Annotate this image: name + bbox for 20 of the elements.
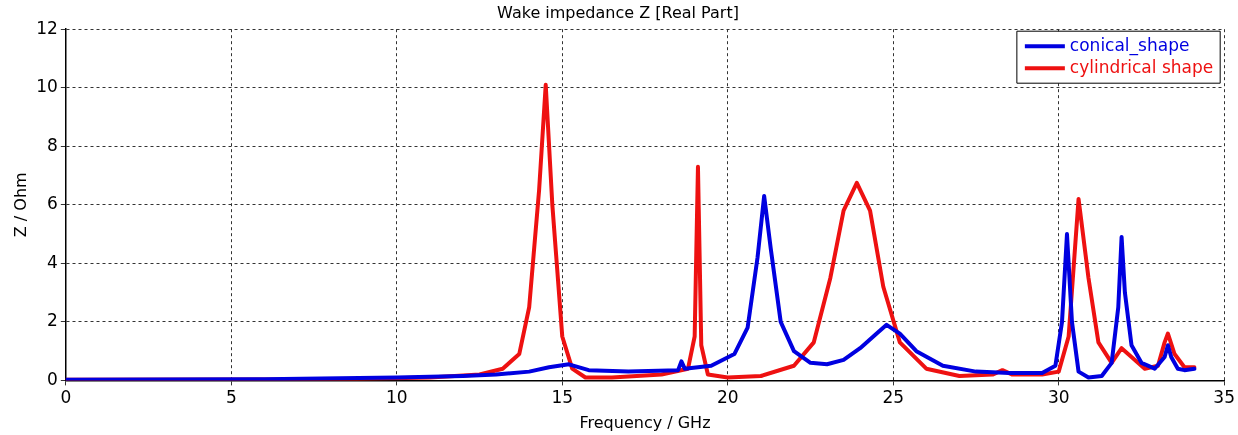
y-tick-label: 0 <box>47 368 58 389</box>
x-tick-label: 20 <box>716 387 739 408</box>
y-tick-label: 4 <box>47 251 58 272</box>
legend-label: conical_shape <box>1069 34 1190 56</box>
x-tick-label: 5 <box>225 387 237 408</box>
y-tick-label: 8 <box>47 134 58 155</box>
x-tick-label: 10 <box>385 387 408 408</box>
x-tick-label: 30 <box>1047 387 1070 408</box>
y-tick-label: 2 <box>47 310 58 331</box>
legend-label: cylindrical shape <box>1069 56 1214 77</box>
y-tick-label: 6 <box>47 193 58 214</box>
x-tick-label: 25 <box>882 387 905 408</box>
x-tick-label: 15 <box>551 387 574 408</box>
y-axis-title: Z / Ohm <box>10 172 30 238</box>
chart-title: Wake impedance Z [Real Part] <box>497 2 739 22</box>
x-axis-title: Frequency / GHz <box>579 412 711 432</box>
y-tick-label: 10 <box>36 76 58 97</box>
x-tick-label: 35 <box>1213 387 1235 408</box>
y-tick-label: 12 <box>36 17 58 38</box>
x-tick-label: 0 <box>60 387 72 408</box>
